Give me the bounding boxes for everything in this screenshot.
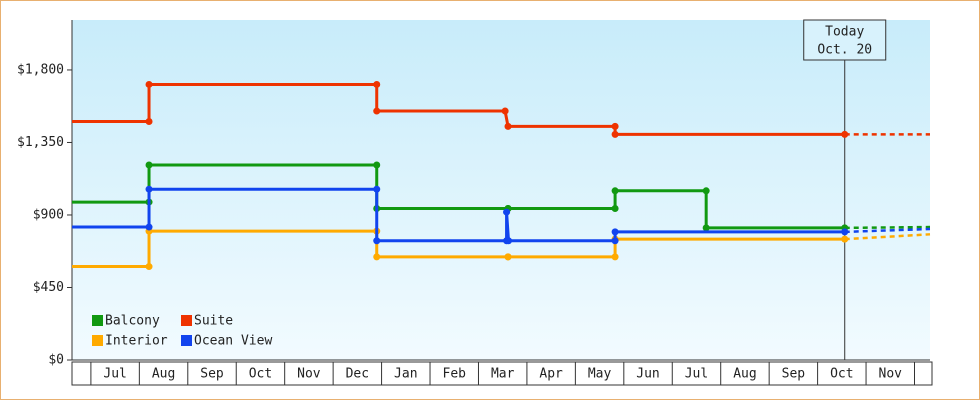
price-point	[373, 107, 381, 115]
price-point	[504, 122, 512, 130]
y-tick-label: $900	[33, 207, 64, 222]
price-point	[505, 237, 513, 245]
price-point	[702, 187, 710, 195]
x-tick-label: Jul	[103, 367, 126, 382]
price-point	[501, 107, 509, 115]
price-point	[611, 253, 619, 261]
price-point	[145, 161, 153, 169]
price-point	[611, 122, 619, 130]
legend-label: Balcony	[105, 314, 160, 329]
x-tick-label: Nov	[879, 367, 903, 382]
price-point	[841, 228, 849, 236]
y-tick-label: $0	[48, 353, 64, 368]
price-point	[145, 223, 153, 231]
x-tick-label: Sep	[782, 367, 806, 382]
today-box	[803, 19, 887, 61]
legend-label: Ocean View	[194, 334, 272, 349]
today-label: Oct. 20	[817, 43, 872, 58]
price-point	[503, 208, 511, 216]
price-point	[611, 205, 619, 213]
x-tick-label: Apr	[539, 367, 563, 382]
price-point	[373, 161, 381, 169]
x-tick-label: Mar	[491, 367, 515, 382]
price-point	[373, 185, 381, 193]
x-tick-label: Sep	[200, 367, 224, 382]
legend-swatch	[181, 315, 192, 326]
x-tick-label: Oct	[249, 367, 272, 382]
price-point	[841, 235, 849, 243]
price-point	[145, 80, 153, 88]
price-point	[611, 237, 619, 245]
today-label: Today	[825, 25, 864, 40]
series-line	[72, 82, 845, 136]
price-point	[611, 187, 619, 195]
y-tick-label: $1,350	[17, 135, 64, 150]
x-tick-label: May	[588, 367, 612, 382]
price-point	[145, 263, 153, 271]
x-tick-label: Aug	[733, 367, 756, 382]
x-tick-label: Jun	[636, 367, 659, 382]
price-point	[373, 237, 381, 245]
y-tick-label: $450	[33, 280, 64, 295]
price-point	[702, 224, 710, 232]
price-point	[373, 80, 381, 88]
x-tick-label: Dec	[346, 367, 369, 382]
price-point	[611, 228, 619, 236]
x-tick-label: Feb	[443, 367, 467, 382]
legend-label: Suite	[194, 314, 233, 329]
x-tick-label: Oct	[830, 367, 853, 382]
legend-label: Interior	[105, 334, 168, 349]
price-point	[145, 118, 153, 126]
x-tick-label: Nov	[297, 367, 321, 382]
x-tick-label: Aug	[152, 367, 175, 382]
price-point	[611, 130, 619, 138]
legend-swatch	[92, 315, 103, 326]
legend-swatch	[181, 335, 192, 346]
price-point	[504, 253, 512, 261]
legend-swatch	[92, 335, 103, 346]
month-row	[71, 361, 933, 386]
price-point	[841, 130, 849, 138]
x-tick-label: Jan	[394, 367, 417, 382]
price-point	[145, 185, 153, 193]
x-tick-label: Jul	[685, 367, 708, 382]
price-point	[373, 253, 381, 261]
y-tick-label: $1,800	[17, 62, 64, 77]
